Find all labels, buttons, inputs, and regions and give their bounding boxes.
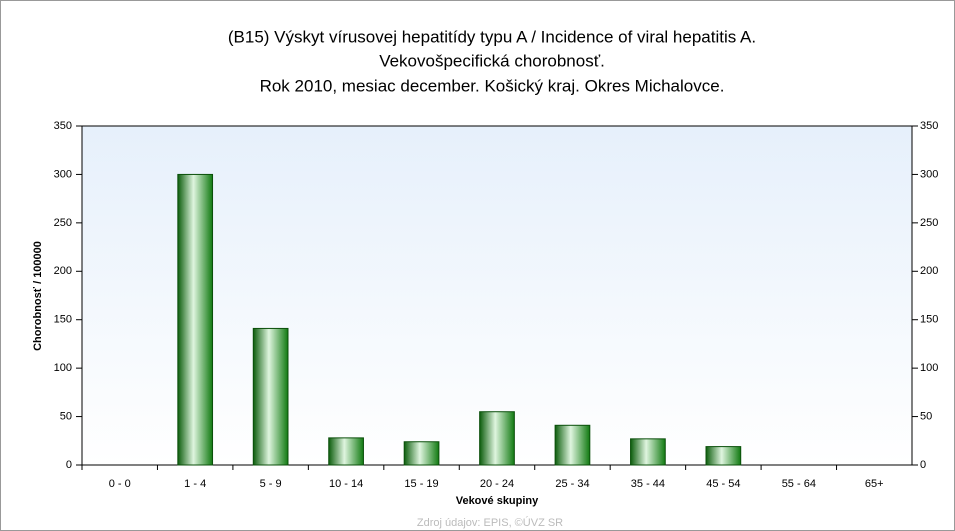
y2-tick-label: 200 [920, 265, 938, 277]
bar [554, 424, 591, 466]
x-tick-label: 65+ [865, 478, 884, 490]
plot-area [81, 125, 913, 466]
y2-tick-label: 150 [920, 314, 938, 326]
bar [705, 446, 742, 466]
y-tick-label: 350 [54, 120, 72, 132]
x-tick-label: 1 - 4 [184, 478, 206, 490]
x-tick-label: 10 - 14 [329, 478, 363, 490]
chart-title: Rok 2010, mesiac december. Košický kraj.… [260, 76, 725, 95]
y-axis-label: Chorobnosť / 100000 [32, 241, 44, 351]
bar [630, 438, 666, 466]
chart-title: (B15) Výskyt vírusovej hepatitídy typu A… [228, 27, 756, 46]
x-tick-label: 55 - 64 [782, 478, 816, 490]
x-tick-label: 25 - 34 [555, 478, 589, 490]
y-tick-label: 200 [54, 265, 72, 277]
bar [177, 173, 214, 466]
x-tick-label: 45 - 54 [706, 478, 740, 490]
y-tick-label: 300 [54, 168, 72, 180]
bar [252, 327, 289, 466]
y2-tick-label: 0 [920, 459, 926, 471]
y2-tick-label: 300 [920, 168, 938, 180]
y2-tick-label: 50 [920, 410, 932, 422]
x-tick-label: 0 - 0 [109, 478, 131, 490]
y2-tick-label: 250 [920, 217, 938, 229]
y-tick-label: 0 [66, 459, 72, 471]
y2-tick-label: 350 [920, 120, 938, 132]
chart-title: Vekovošpecifická chorobnosť. [379, 51, 605, 70]
bar [479, 411, 515, 466]
y-tick-label: 150 [54, 314, 72, 326]
x-tick-label: 5 - 9 [260, 478, 282, 490]
x-tick-label: 35 - 44 [631, 478, 665, 490]
y-tick-label: 250 [54, 217, 72, 229]
x-tick-label: 20 - 24 [480, 478, 514, 490]
source: Zdroj údajov: EPIS, ©ÚVZ SR [417, 516, 563, 529]
y-tick-label: 50 [60, 410, 72, 422]
bar [328, 437, 364, 466]
y2-tick-label: 100 [920, 362, 938, 374]
bar [403, 441, 440, 466]
x-tick-label: 15 - 19 [404, 478, 438, 490]
y-tick-label: 100 [54, 362, 72, 374]
x-axis-label: Vekové skupiny [456, 495, 539, 507]
